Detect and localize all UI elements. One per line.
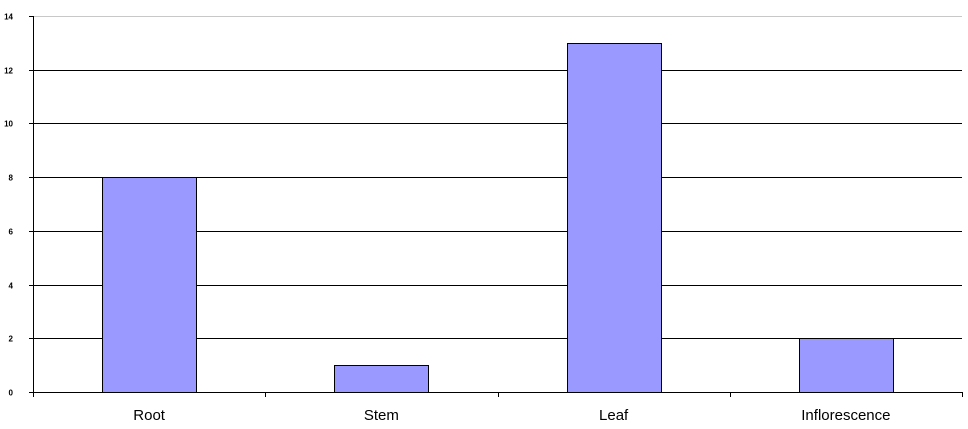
y-axis-ticks: 0 2 4 6 8 10 12 14 — [4, 13, 33, 398]
y-tick-label: 6 — [9, 228, 14, 237]
bar-stem — [334, 365, 429, 393]
bar-root — [102, 177, 197, 393]
y-tick-label: 2 — [9, 335, 14, 344]
bar-leaf — [567, 43, 662, 393]
bars — [102, 43, 894, 393]
y-tick-label: 14 — [4, 13, 13, 22]
x-axis-ticks: Root Stem Leaf Inflorescence — [33, 392, 963, 424]
bar-inflorescence — [799, 338, 894, 393]
y-tick-label: 4 — [9, 282, 14, 291]
y-tick-label: 0 — [9, 389, 14, 398]
y-tick-label: 8 — [9, 174, 14, 183]
x-tick-label: Stem — [364, 407, 399, 424]
axes — [33, 16, 962, 393]
x-tick-label: Root — [133, 407, 166, 424]
y-tick-label: 12 — [4, 67, 13, 76]
y-tick-label: 10 — [4, 120, 13, 129]
x-tick-label: Leaf — [599, 407, 629, 424]
x-tick-label: Inflorescence — [801, 407, 890, 424]
